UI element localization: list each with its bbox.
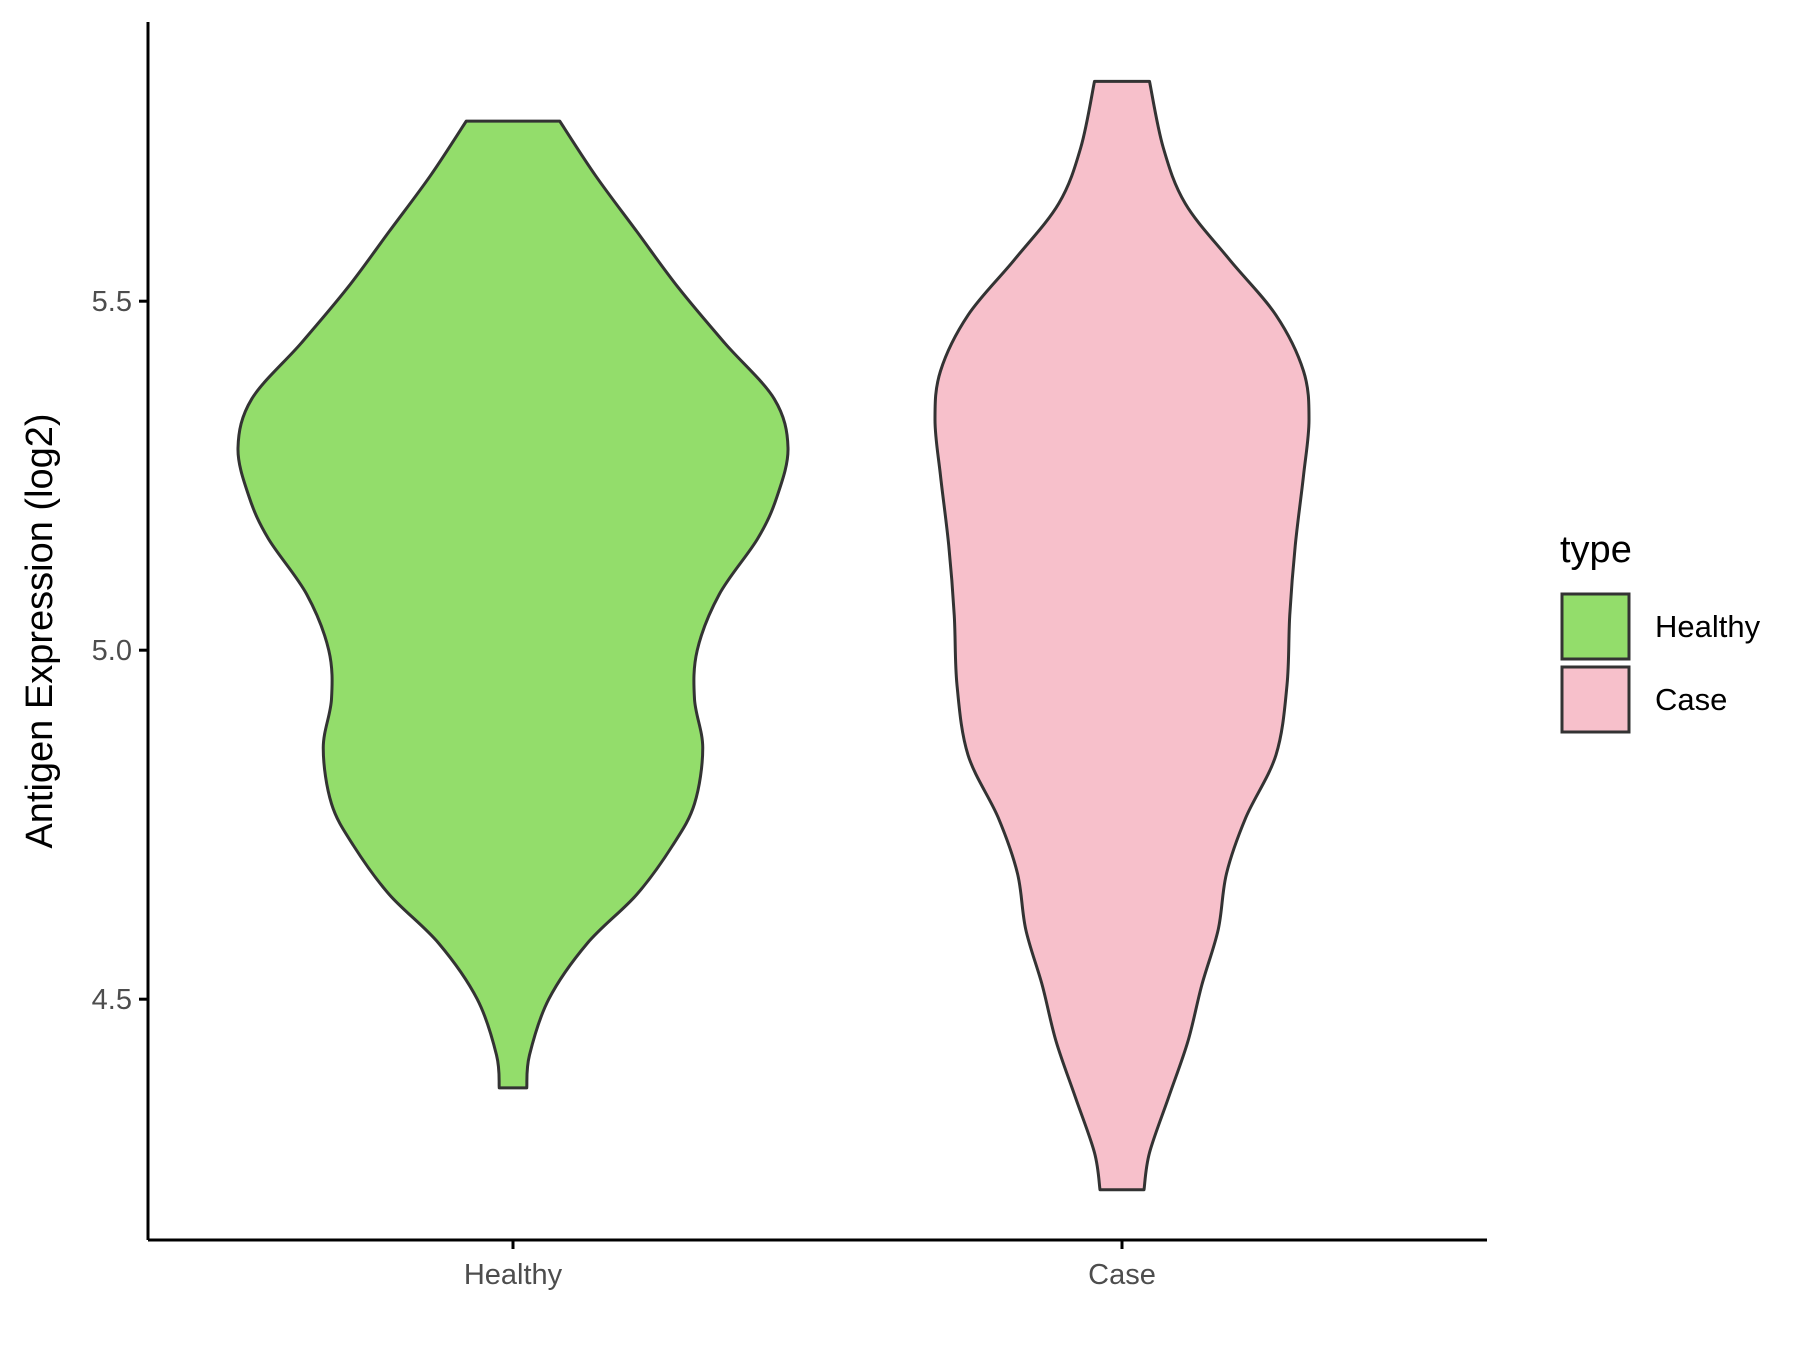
x-ticks: Healthy Case bbox=[464, 1240, 1156, 1291]
legend-swatch-case bbox=[1560, 665, 1631, 734]
y-tick-label: 5.5 bbox=[92, 286, 132, 318]
legend: type Healthy Case bbox=[1560, 529, 1761, 734]
violin-case bbox=[933, 79, 1311, 1192]
legend-swatch-healthy bbox=[1560, 592, 1631, 661]
legend-items: Healthy Case bbox=[1560, 592, 1761, 734]
x-tick-label: Healthy bbox=[464, 1259, 563, 1291]
legend-label-case: Case bbox=[1655, 682, 1727, 717]
axes bbox=[146, 22, 1487, 1242]
legend-title: type bbox=[1560, 529, 1632, 571]
y-tick-label: 4.5 bbox=[92, 984, 132, 1016]
y-tick-label: 5.0 bbox=[92, 635, 132, 667]
violin-healthy bbox=[236, 119, 790, 1090]
x-tick-label: Case bbox=[1088, 1259, 1156, 1291]
violins-layer bbox=[236, 79, 1311, 1192]
y-axis-title: Antigen Expression (log2) bbox=[19, 413, 61, 848]
y-ticks: 4.5 5.0 5.5 bbox=[92, 286, 148, 1016]
legend-label-healthy: Healthy bbox=[1655, 609, 1761, 644]
